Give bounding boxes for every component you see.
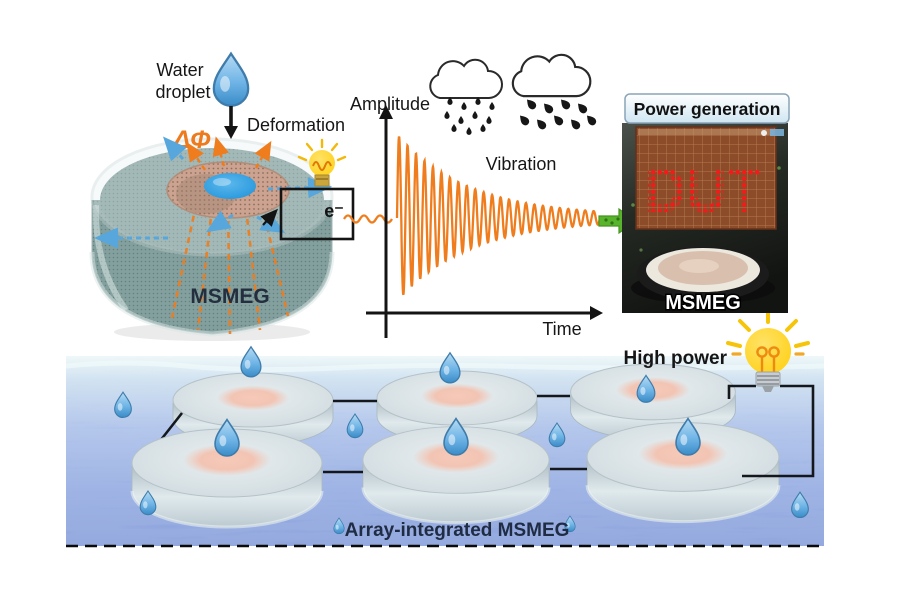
photo-dish-highlight bbox=[679, 259, 719, 273]
photo-caption-box bbox=[624, 93, 790, 124]
small-bulb-base bbox=[314, 174, 330, 187]
fall-arrow-head bbox=[224, 126, 238, 139]
deformation-label: Deformation bbox=[247, 115, 345, 135]
water-droplet-icon bbox=[212, 51, 250, 108]
led-circuit-board bbox=[635, 126, 777, 230]
msmeg-photo-label: MSMEG bbox=[665, 292, 741, 314]
water-droplet-label-2: droplet bbox=[155, 82, 210, 102]
splat-highlight bbox=[213, 178, 231, 186]
small-bulb-icon bbox=[297, 138, 347, 187]
signal-lead-squiggle bbox=[343, 214, 393, 224]
vibration-graph: Amplitude Time Vibration bbox=[350, 94, 603, 339]
pcb-chip bbox=[761, 130, 767, 136]
large-bulb-icon bbox=[726, 308, 810, 392]
array-wires-back bbox=[158, 394, 570, 442]
electron-flow-arrow bbox=[260, 208, 278, 227]
photo-speck bbox=[777, 166, 781, 170]
small-bulb-glass bbox=[309, 150, 335, 176]
dish-glass-bottom bbox=[89, 251, 335, 337]
array-wires-front bbox=[323, 384, 815, 478]
circuit-group: e⁻ bbox=[260, 138, 393, 241]
rain-clouds bbox=[429, 53, 598, 135]
dish-glass-shine bbox=[92, 204, 129, 312]
water-droplet-label-1: Water bbox=[156, 60, 203, 80]
vibration-waveform bbox=[395, 136, 602, 296]
bulb-tip bbox=[762, 386, 774, 392]
power-generation-photo: DUT MSMEG Power generation bbox=[622, 93, 790, 316]
rain-cloud-light-icon bbox=[429, 58, 504, 99]
charge-field-lines bbox=[170, 204, 290, 335]
electron-label: e⁻ bbox=[324, 201, 344, 221]
photo-speck bbox=[639, 248, 643, 252]
array-water-panel: Array-integrated MSMEG bbox=[65, 345, 825, 548]
photo-speck bbox=[631, 203, 635, 207]
vibration-label: Vibration bbox=[486, 154, 557, 174]
circuit-box bbox=[279, 187, 355, 241]
light-rain-drops bbox=[444, 97, 495, 135]
small-bulb-rays bbox=[297, 138, 347, 162]
y-axis-arrowhead bbox=[379, 105, 393, 119]
bulb-filament bbox=[756, 346, 780, 372]
power-generation-label: Power generation bbox=[634, 99, 781, 119]
amplitude-label: Amplitude bbox=[350, 94, 430, 114]
high-power-bulb-group: High power bbox=[624, 308, 810, 392]
delta-phi-label: ΔΦ bbox=[172, 126, 211, 154]
small-bulb-filament bbox=[312, 161, 332, 171]
x-axis-arrowhead bbox=[590, 306, 603, 320]
potential-arrows bbox=[186, 136, 272, 171]
bulb-base-threads bbox=[757, 375, 779, 385]
array-integrated-label: Array-integrated MSMEG bbox=[345, 520, 570, 541]
msmeg-device-group: ΔΦ MSMEG bbox=[89, 126, 335, 341]
pcb-connector bbox=[770, 129, 784, 136]
time-label: Time bbox=[542, 319, 581, 339]
led-matrix-text: DUT bbox=[644, 154, 762, 226]
rain-cloud-heavy-icon bbox=[511, 53, 592, 98]
bulb-glass bbox=[745, 328, 791, 374]
heavy-rain-drops bbox=[517, 96, 598, 131]
pcb-top-strip bbox=[638, 129, 774, 135]
water-splat bbox=[204, 173, 256, 199]
high-power-label: High power bbox=[624, 348, 728, 369]
water-droplet-group: Water droplet Deformation bbox=[155, 51, 345, 139]
msmeg-device-label: MSMEG bbox=[190, 285, 269, 308]
